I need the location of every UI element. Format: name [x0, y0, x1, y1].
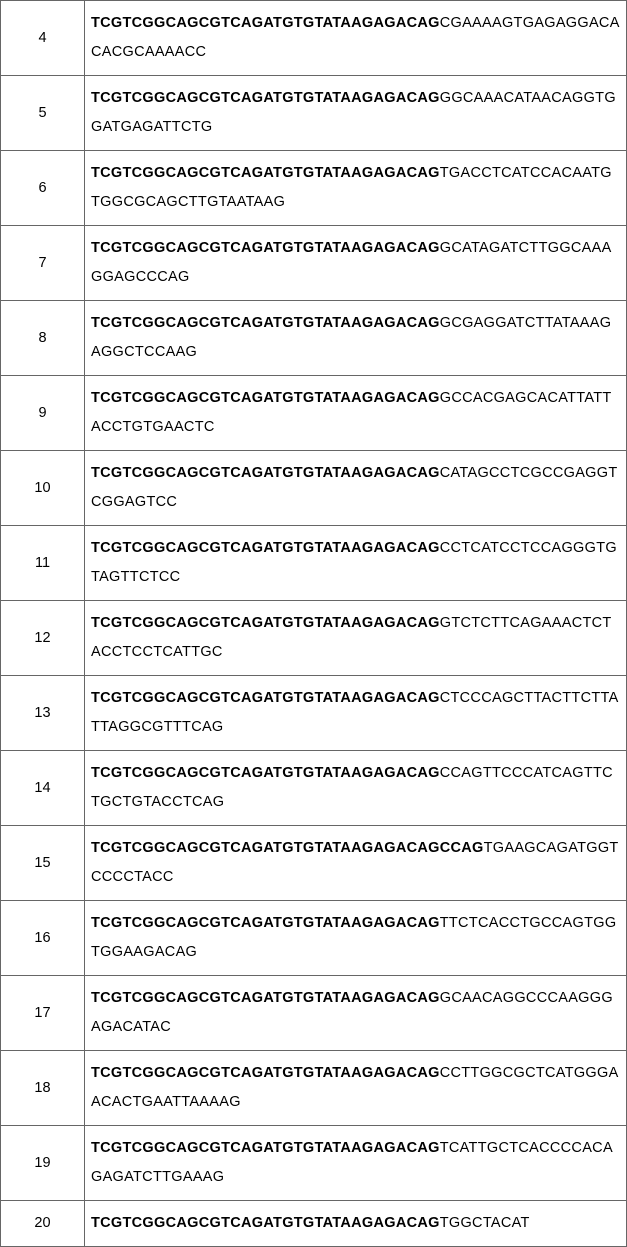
row-id: 16 [1, 901, 85, 976]
table-row: 13TCGTCGGCAGCGTCAGATGTGTATAAGAGACAGCTCCC… [1, 676, 627, 751]
sequence-cell: TCGTCGGCAGCGTCAGATGTGTATAAGAGACAGGCAACAG… [85, 976, 627, 1051]
sequence-adapter: TCGTCGGCAGCGTCAGATGTGTATAAGAGACAG [91, 690, 440, 706]
table-row: 18TCGTCGGCAGCGTCAGATGTGTATAAGAGACAGCCTTG… [1, 1051, 627, 1126]
row-id: 14 [1, 751, 85, 826]
row-id: 8 [1, 301, 85, 376]
sequence-adapter: TCGTCGGCAGCGTCAGATGTGTATAAGAGACAG [91, 390, 440, 406]
sequence-adapter: TCGTCGGCAGCGTCAGATGTGTATAAGAGACAG [91, 315, 440, 331]
table-row: 7TCGTCGGCAGCGTCAGATGTGTATAAGAGACAGGCATAG… [1, 226, 627, 301]
sequence-adapter: TCGTCGGCAGCGTCAGATGTGTATAAGAGACAG [91, 240, 440, 256]
sequence-cell: TCGTCGGCAGCGTCAGATGTGTATAAGAGACAGCTCCCAG… [85, 676, 627, 751]
table-row: 16TCGTCGGCAGCGTCAGATGTGTATAAGAGACAGTTCTC… [1, 901, 627, 976]
sequence-cell: TCGTCGGCAGCGTCAGATGTGTATAAGAGACAGTCATTGC… [85, 1126, 627, 1201]
table-row: 14TCGTCGGCAGCGTCAGATGTGTATAAGAGACAGCCAGT… [1, 751, 627, 826]
sequence-cell: TCGTCGGCAGCGTCAGATGTGTATAAGAGACAGCATAGCC… [85, 451, 627, 526]
row-id: 4 [1, 1, 85, 76]
row-id: 7 [1, 226, 85, 301]
row-id: 9 [1, 376, 85, 451]
sequence-adapter: TCGTCGGCAGCGTCAGATGTGTATAAGAGACAGCCAG [91, 840, 484, 856]
sequence-cell: TCGTCGGCAGCGTCAGATGTGTATAAGAGACAGGTCTCTT… [85, 601, 627, 676]
row-id: 11 [1, 526, 85, 601]
row-id: 10 [1, 451, 85, 526]
sequence-adapter: TCGTCGGCAGCGTCAGATGTGTATAAGAGACAG [91, 1140, 440, 1156]
row-id: 6 [1, 151, 85, 226]
sequence-adapter: TCGTCGGCAGCGTCAGATGTGTATAAGAGACAG [91, 15, 440, 31]
sequence-cell: TCGTCGGCAGCGTCAGATGTGTATAAGAGACAGGGCAAAC… [85, 76, 627, 151]
row-id: 20 [1, 1201, 85, 1247]
sequence-adapter: TCGTCGGCAGCGTCAGATGTGTATAAGAGACAG [91, 915, 440, 931]
sequence-adapter: TCGTCGGCAGCGTCAGATGTGTATAAGAGACAG [91, 540, 440, 556]
sequence-cell: TCGTCGGCAGCGTCAGATGTGTATAAGAGACAGGCCACGA… [85, 376, 627, 451]
row-id: 17 [1, 976, 85, 1051]
sequence-cell: TCGTCGGCAGCGTCAGATGTGTATAAGAGACAGCCAGTGA… [85, 826, 627, 901]
row-id: 15 [1, 826, 85, 901]
sequence-cell: TCGTCGGCAGCGTCAGATGTGTATAAGAGACAGGCGAGGA… [85, 301, 627, 376]
sequence-adapter: TCGTCGGCAGCGTCAGATGTGTATAAGAGACAG [91, 1065, 440, 1081]
table-row: 9TCGTCGGCAGCGTCAGATGTGTATAAGAGACAGGCCACG… [1, 376, 627, 451]
table-row: 5TCGTCGGCAGCGTCAGATGTGTATAAGAGACAGGGCAAA… [1, 76, 627, 151]
table-row: 15TCGTCGGCAGCGTCAGATGTGTATAAGAGACAGCCAGT… [1, 826, 627, 901]
sequence-insert: TGGCTACAT [440, 1215, 530, 1231]
sequence-adapter: TCGTCGGCAGCGTCAGATGTGTATAAGAGACAG [91, 765, 440, 781]
table-row: 12TCGTCGGCAGCGTCAGATGTGTATAAGAGACAGGTCTC… [1, 601, 627, 676]
row-id: 19 [1, 1126, 85, 1201]
table-row: 19TCGTCGGCAGCGTCAGATGTGTATAAGAGACAGTCATT… [1, 1126, 627, 1201]
table-row: 10TCGTCGGCAGCGTCAGATGTGTATAAGAGACAGCATAG… [1, 451, 627, 526]
sequence-adapter: TCGTCGGCAGCGTCAGATGTGTATAAGAGACAG [91, 165, 440, 181]
sequence-cell: TCGTCGGCAGCGTCAGATGTGTATAAGAGACAGCCAGTTC… [85, 751, 627, 826]
sequence-cell: TCGTCGGCAGCGTCAGATGTGTATAAGAGACAGCCTCATC… [85, 526, 627, 601]
table-row: 8TCGTCGGCAGCGTCAGATGTGTATAAGAGACAGGCGAGG… [1, 301, 627, 376]
sequence-cell: TCGTCGGCAGCGTCAGATGTGTATAAGAGACAGTTCTCAC… [85, 901, 627, 976]
sequence-cell: TCGTCGGCAGCGTCAGATGTGTATAAGAGACAGTGACCTC… [85, 151, 627, 226]
table-row: 17TCGTCGGCAGCGTCAGATGTGTATAAGAGACAGGCAAC… [1, 976, 627, 1051]
sequence-adapter: TCGTCGGCAGCGTCAGATGTGTATAAGAGACAG [91, 615, 440, 631]
sequence-adapter: TCGTCGGCAGCGTCAGATGTGTATAAGAGACAG [91, 990, 440, 1006]
sequence-adapter: TCGTCGGCAGCGTCAGATGTGTATAAGAGACAG [91, 90, 440, 106]
sequence-cell: TCGTCGGCAGCGTCAGATGTGTATAAGAGACAGGCATAGA… [85, 226, 627, 301]
sequence-cell: TCGTCGGCAGCGTCAGATGTGTATAAGAGACAGCCTTGGC… [85, 1051, 627, 1126]
table-body: 4TCGTCGGCAGCGTCAGATGTGTATAAGAGACAGCGAAAA… [1, 1, 627, 1247]
table-row: 6TCGTCGGCAGCGTCAGATGTGTATAAGAGACAGTGACCT… [1, 151, 627, 226]
sequence-adapter: TCGTCGGCAGCGTCAGATGTGTATAAGAGACAG [91, 1215, 440, 1231]
row-id: 12 [1, 601, 85, 676]
table-row: 11TCGTCGGCAGCGTCAGATGTGTATAAGAGACAGCCTCA… [1, 526, 627, 601]
row-id: 18 [1, 1051, 85, 1126]
sequence-adapter: TCGTCGGCAGCGTCAGATGTGTATAAGAGACAG [91, 465, 440, 481]
sequence-cell: TCGTCGGCAGCGTCAGATGTGTATAAGAGACAGTGGCTAC… [85, 1201, 627, 1247]
sequence-cell: TCGTCGGCAGCGTCAGATGTGTATAAGAGACAGCGAAAAG… [85, 1, 627, 76]
table-row: 4TCGTCGGCAGCGTCAGATGTGTATAAGAGACAGCGAAAA… [1, 1, 627, 76]
table-row: 20TCGTCGGCAGCGTCAGATGTGTATAAGAGACAGTGGCT… [1, 1201, 627, 1247]
row-id: 5 [1, 76, 85, 151]
sequence-table: 4TCGTCGGCAGCGTCAGATGTGTATAAGAGACAGCGAAAA… [0, 0, 627, 1247]
row-id: 13 [1, 676, 85, 751]
